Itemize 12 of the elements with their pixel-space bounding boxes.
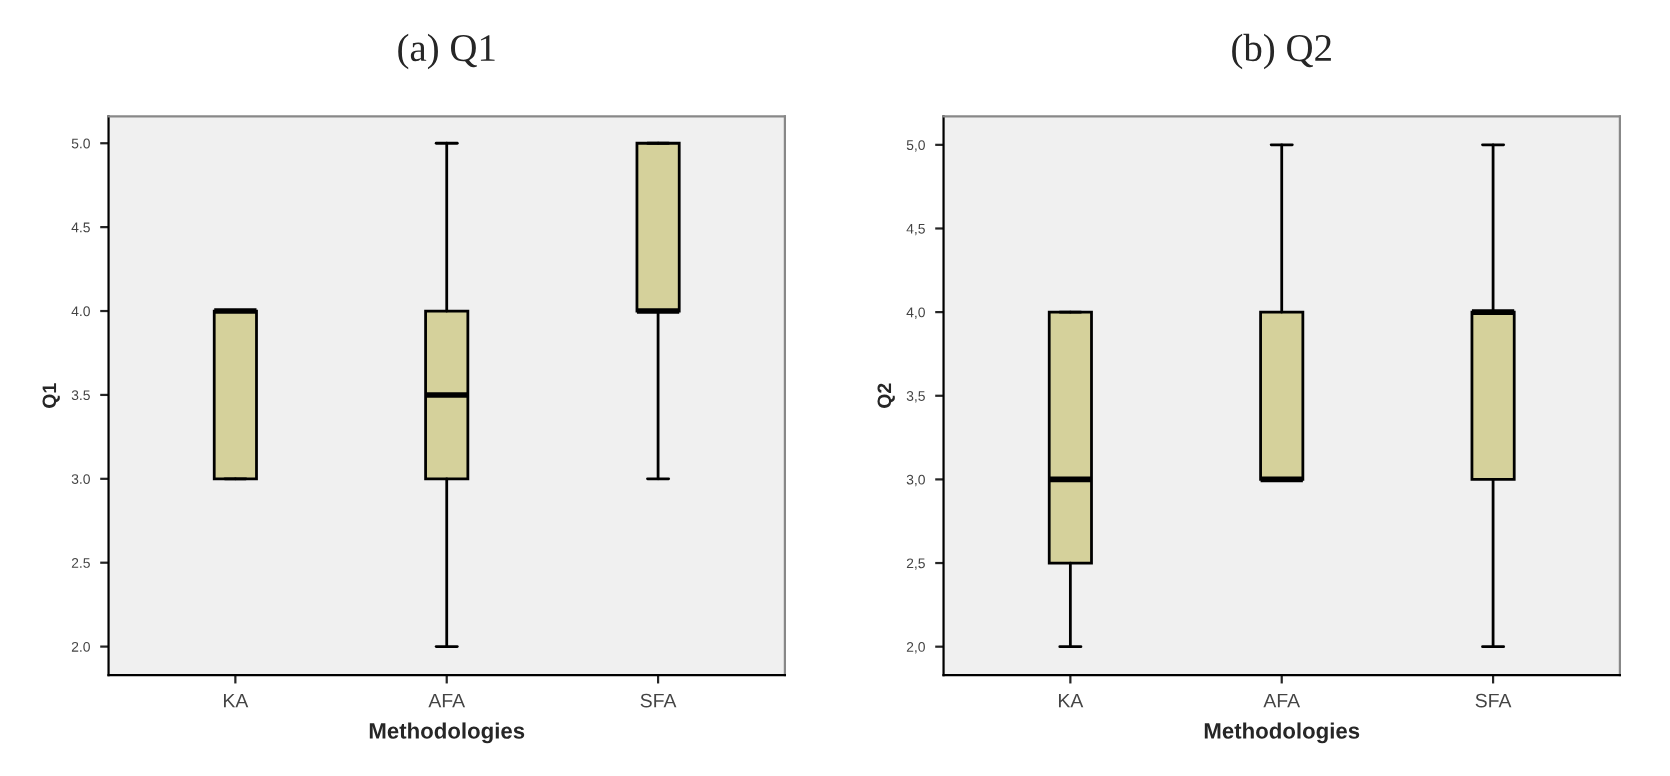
chart-title: (b) Q2 [1232,33,1331,70]
x-axis-title: Methodologies [369,722,525,744]
x-tick-label: AFA [1263,693,1301,708]
x-tick-label: KA [223,693,249,708]
y-axis-title: Q2 [877,383,895,408]
y-axis-title: Q1 [42,383,60,408]
x-tick-label: KA [1058,693,1084,708]
x-tick-label: SFA [1475,693,1512,708]
x-tick-label: SFA [640,693,677,708]
x-axis-title: Methodologies [1204,722,1360,744]
chart-title: (a) Q1 [398,33,495,70]
x-tick-label: AFA [428,693,466,708]
